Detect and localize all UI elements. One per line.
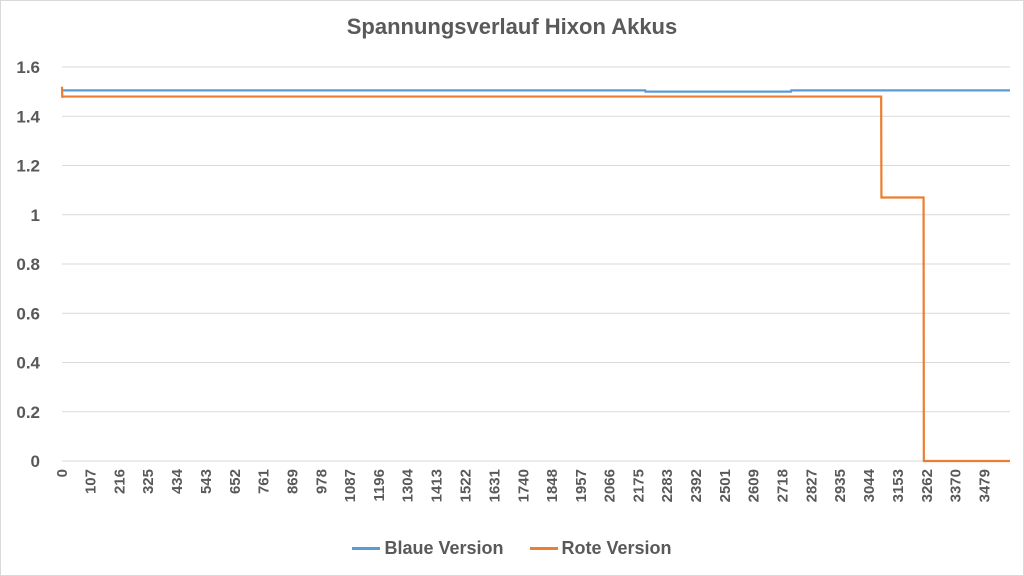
x-tick-label: 1304	[400, 468, 417, 502]
chart-title: Spannungsverlauf Hixon Akkus	[346, 14, 678, 39]
x-axis-ticks: 0 107 216 325 434 543 652 761 869 978 1087 1196 1304…	[54, 468, 993, 502]
x-tick-label: 216	[111, 469, 128, 494]
gridlines	[62, 66, 1010, 413]
x-tick-label: 2392	[688, 469, 705, 502]
x-tick-label: 107	[82, 469, 99, 494]
x-tick-label: 434	[169, 468, 186, 494]
x-tick-label: 1740	[515, 469, 532, 502]
legend-item-blue: Blaue Version	[352, 538, 504, 559]
y-tick-label: 0	[31, 452, 40, 471]
x-tick-label: 2718	[775, 469, 792, 502]
series-line-1	[60, 86, 1010, 463]
x-tick-label: 1848	[544, 469, 561, 502]
x-tick-label: 1522	[457, 469, 474, 502]
x-tick-label: 3262	[919, 469, 936, 502]
y-tick-label: 1	[31, 206, 40, 225]
y-tick-label: 0.6	[16, 304, 40, 323]
x-tick-label: 652	[227, 469, 244, 494]
y-axis-ticks: 0 0.2 0.4 0.6 0.8 1 1.2 1.4 1.6	[16, 58, 40, 471]
x-tick-label: 978	[313, 469, 330, 494]
legend-item-orange: Rote Version	[529, 538, 672, 559]
y-tick-label: 0.2	[16, 403, 40, 422]
x-tick-label: 1957	[573, 469, 590, 502]
y-tick-label: 0.4	[16, 354, 40, 373]
x-tick-label: 2609	[746, 469, 763, 502]
x-tick-label: 1413	[429, 469, 446, 502]
x-tick-label: 3479	[976, 469, 993, 502]
x-tick-label: 0	[54, 469, 71, 477]
y-tick-label: 1.4	[16, 107, 40, 126]
x-tick-label: 1631	[486, 469, 503, 502]
legend-label-orange: Rote Version	[561, 538, 672, 558]
y-tick-label: 1.6	[16, 58, 40, 77]
legend: Blaue Version Rote Version	[0, 538, 1024, 559]
y-tick-label: 1.2	[16, 157, 40, 176]
x-tick-label: 325	[140, 469, 157, 494]
y-tick-label: 0.8	[16, 255, 40, 274]
legend-swatch-orange	[529, 547, 558, 550]
x-tick-label: 869	[284, 469, 301, 494]
x-tick-label: 1196	[371, 469, 388, 502]
legend-label-blue: Blaue Version	[384, 538, 504, 558]
x-tick-label: 2827	[803, 469, 820, 502]
legend-swatch-blue	[352, 547, 381, 550]
x-tick-label: 1087	[342, 469, 359, 502]
x-tick-label: 2066	[602, 469, 619, 502]
x-tick-label: 761	[256, 469, 273, 494]
x-tick-label: 2935	[832, 469, 849, 502]
series-lines	[60, 86, 1010, 463]
series-line-0	[62, 89, 1010, 93]
x-tick-label: 2501	[717, 469, 734, 502]
x-tick-label: 3044	[861, 468, 878, 502]
x-tick-label: 3370	[947, 469, 964, 502]
x-tick-label: 543	[198, 469, 215, 494]
x-tick-label: 2175	[631, 469, 648, 502]
x-tick-label: 2283	[659, 469, 676, 502]
x-tick-label: 3153	[890, 469, 907, 502]
